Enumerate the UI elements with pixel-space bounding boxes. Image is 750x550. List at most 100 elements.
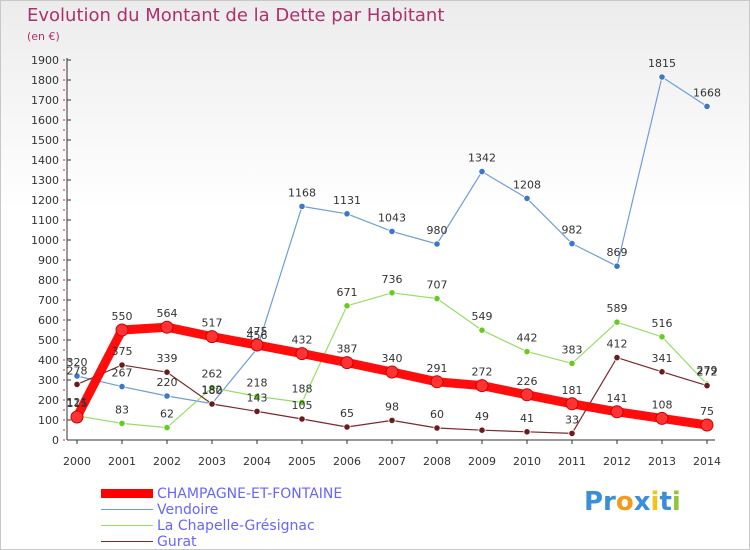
x-tick-label: 2007 (378, 455, 406, 468)
legend-item-la-chapelle: La Chapelle-Grésignac (101, 518, 401, 534)
data-label: 564 (157, 307, 178, 320)
data-label: 272 (697, 366, 718, 379)
data-label: 62 (160, 408, 174, 421)
data-point (658, 333, 666, 341)
y-tick-label: 1700 (31, 94, 59, 107)
data-label: 387 (337, 343, 358, 356)
x-tick-label: 2014 (693, 455, 721, 468)
data-point (520, 388, 534, 402)
data-label: 320 (67, 356, 88, 369)
data-label: 60 (430, 408, 444, 421)
data-label: 188 (292, 382, 313, 395)
data-point (388, 289, 396, 297)
data-point (340, 356, 354, 370)
legend-swatch-champagne (101, 489, 153, 498)
data-label: 1043 (378, 211, 406, 224)
data-point (163, 423, 171, 432)
data-point (388, 416, 396, 424)
y-tick-label: 1200 (31, 194, 59, 207)
data-label: 83 (115, 403, 129, 416)
data-point (118, 361, 126, 369)
legend-item-gurat: Gurat (101, 534, 401, 550)
data-point (388, 227, 396, 235)
data-label: 375 (112, 345, 133, 358)
data-label: 671 (337, 286, 358, 299)
data-label: 341 (652, 352, 673, 365)
legend-swatch-vendoire (101, 509, 153, 510)
y-tick-label: 300 (38, 374, 59, 387)
data-label: 41 (520, 412, 534, 425)
data-label: 1342 (468, 152, 496, 165)
data-label: 33 (565, 413, 579, 426)
x-tick-label: 2000 (63, 455, 91, 468)
data-point (160, 320, 174, 334)
data-label: 121 (67, 396, 88, 409)
data-point (478, 168, 486, 176)
y-tick-label: 1600 (31, 114, 59, 127)
data-point (613, 262, 621, 270)
y-tick-label: 900 (38, 254, 59, 267)
data-point (118, 419, 126, 427)
x-tick-label: 2009 (468, 455, 496, 468)
data-label: 108 (652, 398, 673, 411)
y-tick-label: 200 (38, 394, 59, 407)
data-point (433, 294, 441, 303)
chart-legend: CHAMPAGNE-ET-FONTAINE Vendoire La Chapel… (101, 486, 401, 550)
x-tick-label: 2011 (558, 455, 586, 468)
legend-swatch-la-chapelle (101, 525, 153, 526)
data-point (385, 365, 399, 379)
data-point (298, 415, 306, 423)
x-tick-label: 2004 (243, 455, 271, 468)
y-tick-label: 1400 (31, 154, 59, 167)
x-tick-label: 2001 (108, 455, 136, 468)
data-label: 220 (157, 376, 178, 389)
data-label: 869 (607, 246, 628, 259)
data-label: 1208 (513, 178, 541, 191)
data-point (523, 194, 531, 202)
data-label: 442 (517, 332, 538, 345)
chart-title: Evolution du Montant de la Dette par Hab… (27, 5, 445, 26)
data-point (343, 423, 351, 431)
data-point (208, 400, 216, 408)
y-tick-label: 1800 (31, 74, 59, 87)
legend-label-vendoire: Vendoire (157, 502, 219, 518)
data-label: 736 (382, 273, 403, 286)
legend-label-gurat: Gurat (157, 534, 197, 550)
y-tick-label: 500 (38, 334, 59, 347)
data-point (703, 381, 711, 390)
data-label: 267 (112, 367, 133, 380)
y-tick-label: 1100 (31, 214, 59, 227)
data-point (163, 392, 171, 400)
data-point (478, 326, 486, 334)
data-point (343, 302, 351, 310)
data-point (658, 368, 666, 376)
data-point (655, 411, 669, 425)
y-tick-label: 1900 (31, 54, 59, 67)
data-point (523, 347, 531, 356)
data-point (73, 380, 81, 388)
data-point (523, 428, 531, 436)
data-label: 707 (427, 279, 448, 292)
x-tick-label: 2002 (153, 455, 181, 468)
data-label: 181 (562, 384, 583, 397)
data-label: 98 (385, 400, 399, 413)
data-point (565, 397, 579, 411)
data-point (433, 240, 441, 248)
data-label: 143 (247, 391, 268, 404)
data-label: 218 (247, 376, 268, 389)
x-tick-label: 2005 (288, 455, 316, 468)
data-label: 982 (562, 224, 583, 237)
data-label: 339 (157, 352, 178, 365)
x-tick-label: 2012 (603, 455, 631, 468)
data-point (253, 407, 261, 415)
x-tick-label: 2010 (513, 455, 541, 468)
data-label: 105 (292, 399, 313, 412)
data-label: 456 (247, 329, 268, 342)
chart-subtitle: (en €) (27, 30, 60, 43)
x-tick-label: 2006 (333, 455, 361, 468)
data-point (343, 210, 351, 218)
data-label: 516 (652, 317, 673, 330)
data-point (475, 379, 489, 393)
